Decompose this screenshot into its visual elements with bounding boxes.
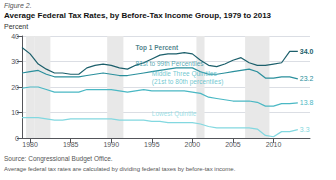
svg-text:2010: 2010 — [266, 141, 282, 148]
svg-text:Middle Three Quintiles: Middle Three Quintiles — [152, 70, 218, 78]
svg-text:Average Federal Tax Rates, by: Average Federal Tax Rates, by Before-Tax… — [4, 11, 272, 20]
svg-text:13.8: 13.8 — [300, 99, 314, 106]
svg-text:Source: Congressional Budget O: Source: Congressional Budget Office. — [4, 155, 113, 163]
svg-text:34.0: 34.0 — [300, 48, 314, 55]
svg-text:0: 0 — [15, 135, 19, 142]
svg-text:Lowest Quintile: Lowest Quintile — [152, 110, 197, 118]
svg-text:Figure 2.: Figure 2. — [4, 2, 32, 10]
svg-text:2000: 2000 — [185, 141, 201, 148]
svg-text:40: 40 — [11, 33, 19, 40]
svg-text:1990: 1990 — [103, 141, 119, 148]
svg-text:81st to 99th Percentiles: 81st to 99th Percentiles — [136, 60, 205, 67]
svg-text:Average federal tax rates are: Average federal tax rates are calculated… — [4, 166, 236, 172]
svg-text:2005: 2005 — [225, 141, 241, 148]
svg-text:23.2: 23.2 — [300, 75, 314, 82]
svg-text:1995: 1995 — [144, 141, 160, 148]
svg-text:20: 20 — [11, 84, 19, 91]
svg-text:Top 1 Percent: Top 1 Percent — [136, 44, 179, 52]
svg-text:10: 10 — [11, 109, 19, 116]
svg-text:30: 30 — [11, 58, 19, 65]
svg-text:1980: 1980 — [22, 141, 38, 148]
svg-text:Percent: Percent — [4, 23, 28, 30]
svg-text:3.3: 3.3 — [300, 126, 310, 133]
svg-text:(21st to 80th percentiles): (21st to 80th percentiles) — [152, 78, 224, 86]
svg-text:1985: 1985 — [63, 141, 79, 148]
